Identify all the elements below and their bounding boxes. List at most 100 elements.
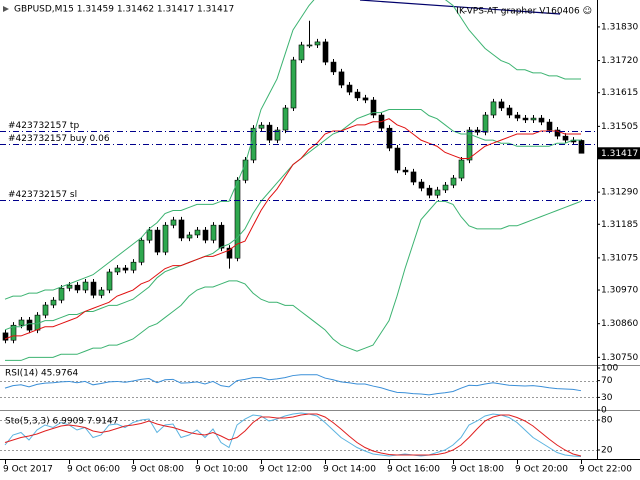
title-icon: [3, 6, 9, 12]
candle-body: [426, 187, 433, 196]
order-label: #423732157 sl: [8, 190, 77, 200]
candle-body: [58, 287, 65, 301]
candle-body: [210, 224, 217, 241]
y-tick-label: 1.31505: [601, 122, 638, 132]
rsi-title: RSI(14) 45.9764: [5, 369, 78, 379]
candle-body: [386, 127, 393, 149]
x-tick-label: 9 Oct 08:00: [131, 465, 184, 475]
x-tick-label: 9 Oct 18:00: [451, 465, 504, 475]
chart-title: GBPUSD,M15 1.31459 1.31462 1.31417 1.314…: [14, 5, 234, 15]
candle-body: [282, 107, 289, 131]
last-price-box: [598, 147, 640, 160]
candle-body: [394, 147, 401, 171]
candle-body: [50, 299, 57, 306]
candle-body: [514, 114, 521, 119]
candle-body: [18, 319, 25, 326]
indicator-line: [4, 118, 581, 340]
candle-body: [106, 271, 113, 291]
y-tick-label: 1.31185: [601, 220, 638, 230]
candle-body: [82, 281, 89, 291]
y-tick-label: 1.31075: [601, 253, 638, 263]
candle-body: [562, 135, 569, 141]
candle-body: [130, 261, 137, 271]
candle-body: [362, 97, 369, 101]
candle-body: [258, 124, 265, 129]
candle-body: [10, 324, 17, 341]
candle-body: [346, 84, 353, 93]
y-tick-label: 1.31290: [601, 188, 638, 198]
y-tick-label: 1.30860: [601, 319, 638, 329]
candle-body: [146, 229, 153, 241]
candle-body: [498, 101, 505, 109]
candle-body: [114, 267, 121, 273]
stoch-title: Sto(5,3,3) 6.9909 7.9147: [5, 417, 118, 427]
candle-body: [26, 319, 33, 331]
candle-body: [450, 177, 457, 186]
candle-body: [274, 129, 281, 141]
candle-body: [490, 101, 497, 116]
y-tick-label: 30: [601, 393, 613, 403]
candle-body: [186, 234, 193, 239]
candle-body: [90, 281, 97, 296]
order-label: #423732157 tp: [8, 121, 79, 131]
candle-body: [194, 229, 201, 236]
candle-body: [170, 219, 177, 226]
candle-body: [370, 99, 377, 116]
y-tick-label: 1.30750: [601, 353, 638, 363]
candle-body: [330, 61, 337, 73]
candle-body: [578, 140, 585, 154]
candle-body: [178, 219, 185, 239]
candle-body: [554, 129, 561, 137]
candle-body: [546, 121, 553, 131]
candle-body: [66, 284, 73, 289]
candle-body: [410, 171, 417, 183]
candle-body: [202, 229, 209, 241]
y-tick-label: 70: [601, 376, 613, 386]
candle-body: [434, 189, 441, 196]
candle-body: [138, 239, 145, 263]
candle-body: [466, 129, 473, 161]
y-tick-label: 0: [601, 406, 607, 416]
indicator-line: [4, 374, 582, 396]
candle-body: [298, 44, 305, 61]
candle-body: [2, 332, 9, 341]
main-panel: #423732157 tp #423732157 buy 0.06 #4237321…: [0, 0, 597, 361]
candle-body: [314, 41, 321, 46]
indicator-line: [4, 0, 581, 300]
x-tick-label: 9 Oct 2017: [3, 465, 53, 475]
x-tick-label: 9 Oct 14:00: [323, 465, 376, 475]
candle-body: [218, 224, 225, 249]
candle-body: [98, 289, 105, 296]
candle-body: [506, 107, 513, 116]
candle-body: [338, 71, 345, 86]
candle-body: [458, 159, 465, 179]
candle-body: [74, 284, 81, 291]
x-tick-label: 9 Oct 22:00: [579, 465, 632, 475]
candle-body: [154, 229, 161, 253]
candle-body: [266, 124, 273, 141]
candle-body: [530, 117, 537, 121]
y-tick-label: 100: [601, 364, 618, 374]
y-tick-label: 80: [601, 416, 613, 426]
stoch-panel: [0, 412, 597, 457]
candle-body: [354, 91, 361, 99]
candle-body: [290, 59, 297, 109]
candle-body: [418, 181, 425, 189]
candle-body: [322, 41, 329, 63]
candle-body: [226, 247, 233, 259]
candle-body: [442, 184, 449, 191]
x-tick-label: 9 Oct 06:00: [67, 465, 120, 475]
candle-body: [122, 267, 129, 271]
candle-body: [234, 179, 241, 259]
candle-body: [42, 304, 49, 316]
candle-body: [522, 117, 529, 121]
candle-body: [482, 114, 489, 133]
axes: 1.31830 1.31720 1.31615 1.31505 1.31290 1.311…: [3, 22, 640, 475]
y-tick-label: 1.31615: [601, 88, 638, 98]
y-tick-label: 1.30970: [601, 286, 638, 296]
candle-body: [538, 117, 545, 123]
x-tick-label: 9 Oct 10:00: [195, 465, 248, 475]
indicator-line: [4, 413, 582, 457]
